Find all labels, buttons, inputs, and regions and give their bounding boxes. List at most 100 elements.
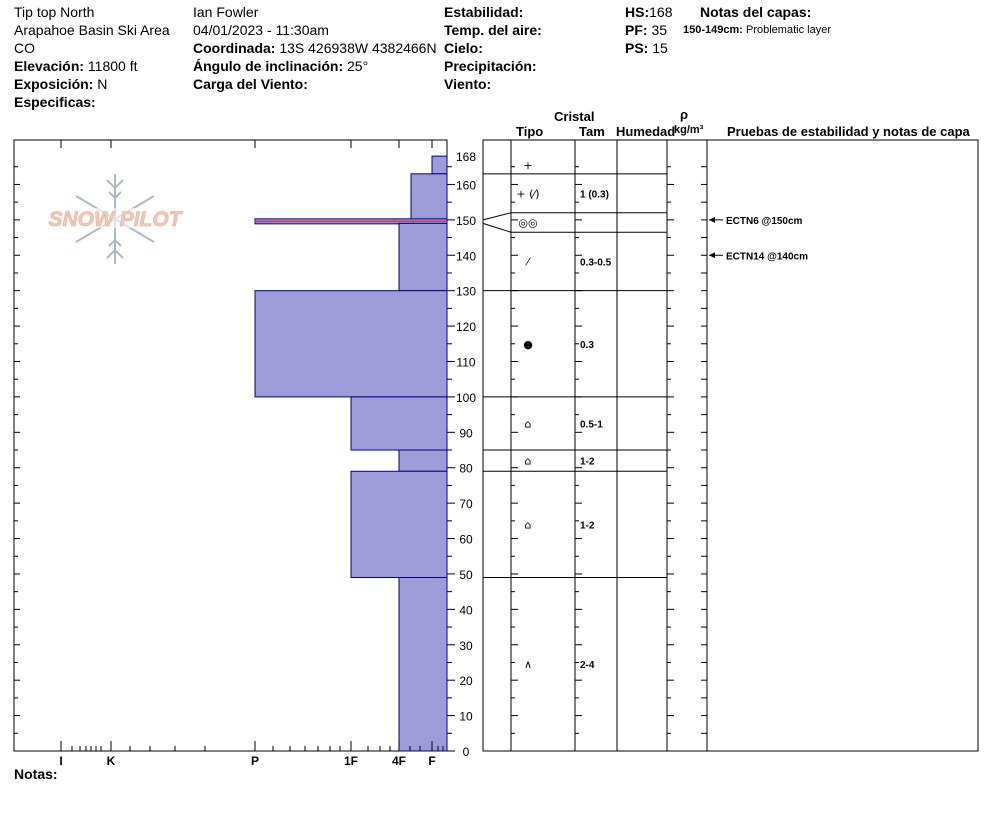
grain-type-1: + (⁄) [516,187,539,200]
grain-type-7: ⌂ [525,518,532,531]
hardness-bar-1 [410,173,448,221]
grain-size-1: 1 (0.3) [580,189,609,200]
wind-load-label: Carga del Viento: [193,76,308,92]
grain-type-6: ⌂ [525,455,532,468]
depth-label-20: 20 [459,674,473,688]
density-unit-header: kg/m³ [674,124,704,136]
grain-size-8: 2-4 [580,660,595,671]
depth-label-50: 50 [459,568,473,582]
layer-note-text: Problematic layer [746,24,831,36]
moisture-header: Humedad [616,124,676,139]
coordinates: Coordinada: 13S 426938W 4382466N [193,40,437,56]
elevation-value: 11800 ft [87,58,138,74]
depth-label-90: 90 [459,426,473,440]
hardness-bar-7 [350,470,448,578]
pf-label: PF: [625,22,648,38]
type-header: Tipo [516,124,544,139]
layer-connector-1 [482,212,512,221]
depth-label-80: 80 [459,462,473,476]
depth-label-0: 0 [463,745,470,759]
layer-table-frame [482,139,979,752]
pf-value: 35 [651,22,668,38]
hs-label: HS: [625,4,650,20]
aspect: Exposición: N [14,76,107,92]
depth-label-60: 60 [459,533,473,547]
ps-value: 15 [652,40,668,56]
depth-label-100: 100 [456,391,476,405]
slope-angle: Ángulo de inclinación: 25° [193,58,368,74]
depth-label-160: 160 [456,178,476,192]
grain-type-4: ● [523,338,533,351]
aspect-label: Exposición: [14,76,94,92]
elevation: Elevación: 11800 ft [14,58,137,74]
depth-label-120: 120 [456,320,476,334]
size-header: Tam [579,124,605,139]
hardness-label-4F: 4F [392,754,406,768]
grain-size-3: 0.3-0.5 [580,257,612,268]
state-name: CO [14,40,35,56]
depth-label-70: 70 [459,497,473,511]
hs-value: 168 [649,4,673,20]
grain-size-4: 0.3 [580,340,594,351]
test-arrow-head-1 [709,252,715,259]
hardness-bar-4 [254,290,448,398]
location-name: Tip top North [14,4,95,20]
grain-type-2: ◎◎ [518,217,537,230]
stability-test-1: ECTN14 @140cm [726,251,808,262]
depth-label-110: 110 [456,355,475,369]
slope-label: Ángulo de inclinación: [193,58,344,74]
sky-label: Cielo: [444,40,483,56]
hardness-bar-5 [350,396,448,451]
slope-value: 25° [347,58,369,74]
hardness-bar-0 [431,155,448,175]
depth-label-150: 150 [456,214,476,228]
hardness-bar-8 [398,576,448,752]
layer-notes-label: Notas del capas: [700,4,812,20]
layer-connector-2 [482,222,512,233]
depth-label-30: 30 [459,639,473,653]
crystal-header: Cristal [554,109,595,124]
depth-label-140: 140 [456,249,476,263]
rho-header: ρ [680,107,689,122]
grain-size-5: 0.5-1 [580,419,603,430]
observer-name: Ian Fowler [193,4,259,20]
hardness-label-1F: 1F [344,754,358,768]
snowpilot-logo: SNOW PILOT [40,174,190,264]
depth-label-40: 40 [459,603,473,617]
coord-label: Coordinada: [193,40,276,56]
wind-label: Viento: [444,76,492,92]
depth-label-168: 168 [456,150,476,164]
grain-size-7: 1-2 [580,520,595,531]
elevation-label: Elevación: [14,58,85,74]
ps-label: PS: [625,40,649,56]
test-arrow-head-0 [709,216,715,223]
area-name: Arapahoe Basin Ski Area [14,22,170,38]
layer-note: 150-149cm: Problematic layer [683,24,831,37]
depth-label-130: 130 [456,285,476,299]
grain-type-8: ∧ [524,658,532,671]
aspect-value: N [97,76,108,92]
hardness-label-P: P [251,754,259,768]
specifics-label: Especificas: [14,94,96,110]
hardness-label-I: I [59,754,62,768]
logo-text: SNOW PILOT [49,208,184,231]
notes-label: Notas: [14,766,58,782]
grain-type-5: ⌂ [525,417,532,430]
hardness-label-K: K [107,754,116,768]
layer-note-range: 150-149cm: [683,24,743,36]
stability-test-0: ECTN6 @150cm [726,216,803,227]
tests-header: Pruebas de estabilidad y notas de capa [727,124,970,139]
depth-label-10: 10 [459,710,473,724]
grain-size-6: 1-2 [580,457,595,468]
hardness-bar-6 [398,449,448,472]
hardness-bar-3 [398,222,448,292]
precip-label: Precipitación: [444,58,537,74]
air-temp-label: Temp. del aire: [444,22,542,38]
stability-label: Estabilidad: [444,4,524,20]
datetime: 04/01/2023 - 11:30am [193,22,329,38]
grain-type-3: ⁄ [524,255,531,268]
hardness-label-F: F [428,754,435,768]
coord-value: 13S 426938W 4382466N [279,40,437,56]
grain-type-0: + [523,159,532,172]
